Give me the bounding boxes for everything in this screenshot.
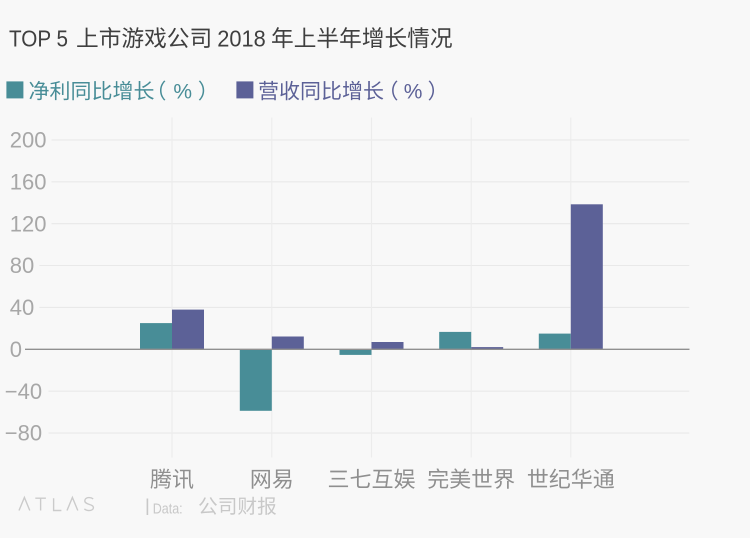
- svg-text:80: 80: [10, 253, 34, 278]
- svg-text:−80: −80: [5, 421, 42, 446]
- svg-text:%: %: [173, 81, 192, 104]
- svg-text:−40: −40: [5, 379, 42, 404]
- svg-text:40: 40: [10, 295, 34, 320]
- svg-text:Data:: Data:: [153, 500, 183, 517]
- svg-text:120: 120: [10, 211, 47, 236]
- svg-text:200: 200: [10, 128, 47, 153]
- svg-text:%: %: [404, 81, 423, 104]
- svg-text:160: 160: [10, 169, 47, 194]
- svg-text:TOP 5: TOP 5: [9, 25, 68, 51]
- svg-text:2018: 2018: [217, 25, 265, 51]
- svg-text:0: 0: [10, 337, 22, 362]
